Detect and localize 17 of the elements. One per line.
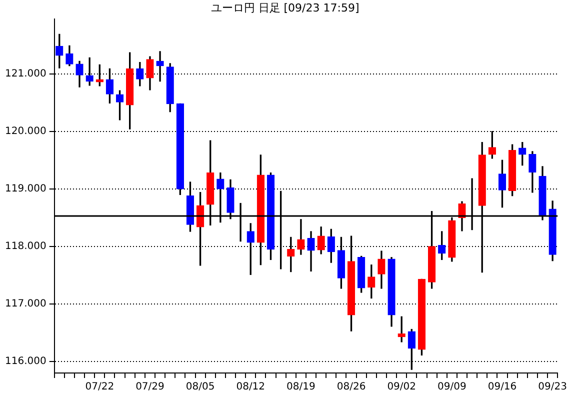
x-tick-label: 09/09	[438, 382, 466, 393]
y-tick-label: 117.000	[4, 298, 46, 310]
x-tick-label: 09/16	[488, 382, 517, 393]
y-tick-label: 118.000	[4, 241, 46, 252]
chart-title: ユーロ円 日足 [09/23 17:59]	[210, 1, 360, 14]
x-tick-label: 08/19	[286, 382, 316, 393]
x-tick-label: 08/05	[186, 382, 215, 393]
x-tick-label: 07/29	[136, 382, 164, 393]
x-tick-label: 07/22	[85, 382, 114, 393]
x-tick-label: 08/12	[236, 382, 266, 393]
y-tick-label: 120.000	[4, 126, 46, 137]
x-tick-label: 09/23	[538, 382, 567, 393]
x-tick-label: 08/26	[336, 382, 366, 393]
x-tick-label: 09/02	[387, 382, 416, 393]
y-tick-label: 119.000	[4, 184, 46, 195]
y-tick-label: 121.000	[4, 68, 46, 80]
y-tick-label: 116.000	[4, 356, 46, 368]
